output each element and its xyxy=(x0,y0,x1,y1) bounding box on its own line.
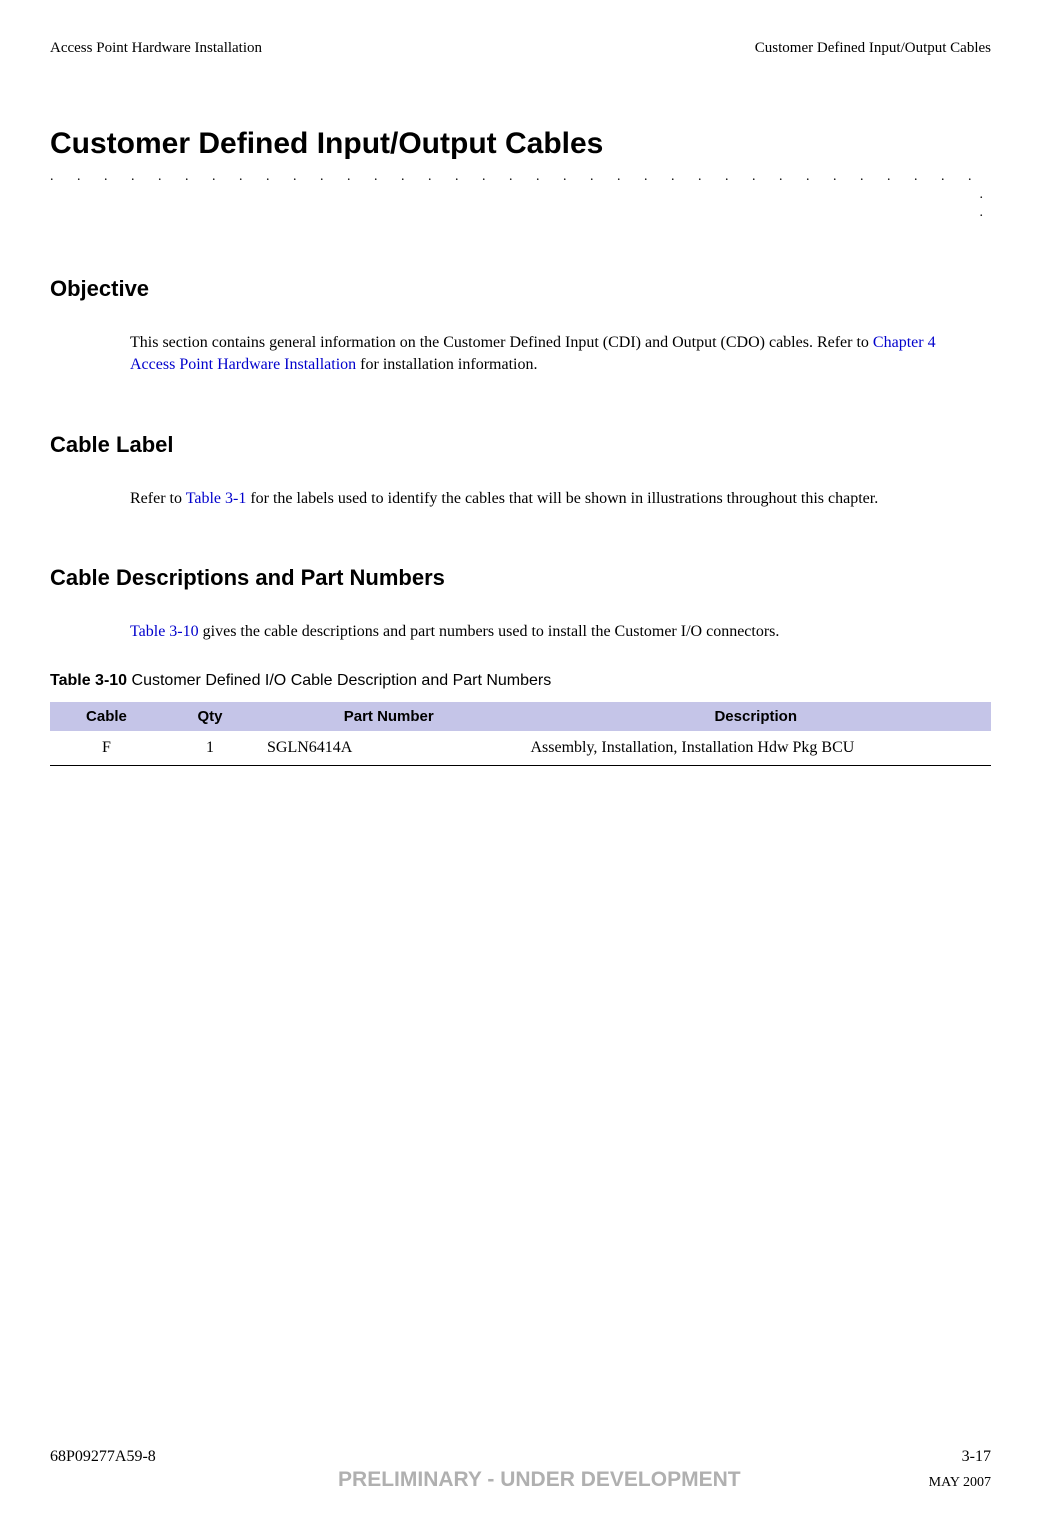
footer-watermark: PRELIMINARY - UNDER DEVELOPMENT xyxy=(338,1468,741,1492)
objective-heading: Objective xyxy=(50,276,991,302)
cable-desc-text-after: gives the cable descriptions and part nu… xyxy=(199,623,780,640)
divider-dot-right-1: . xyxy=(50,187,991,203)
cable-label-link[interactable]: Table 3-1 xyxy=(186,490,247,507)
objective-text: This section contains general informatio… xyxy=(130,332,981,377)
divider-dot-right-2: . xyxy=(50,205,991,221)
page-footer: 68P09277A59-8 3-17 PRELIMINARY - UNDER D… xyxy=(50,1448,991,1492)
col-cable: Cable xyxy=(50,702,163,731)
cell-qty: 1 xyxy=(163,731,257,766)
header-right: Customer Defined Input/Output Cables xyxy=(755,40,991,57)
cable-desc-heading: Cable Descriptions and Part Numbers xyxy=(50,565,991,591)
footer-top-row: 68P09277A59-8 3-17 xyxy=(50,1448,991,1466)
header-left: Access Point Hardware Installation xyxy=(50,40,262,57)
page-header: Access Point Hardware Installation Custo… xyxy=(50,40,991,57)
objective-text-before: This section contains general informatio… xyxy=(130,334,873,351)
table-header-row: Cable Qty Part Number Description xyxy=(50,702,991,731)
col-part-number: Part Number xyxy=(257,702,520,731)
cable-table: Cable Qty Part Number Description F 1 SG… xyxy=(50,702,991,766)
footer-date: MAY 2007 xyxy=(929,1475,991,1491)
cell-part-number: SGLN6414A xyxy=(257,731,520,766)
cable-label-text: Refer to Table 3-1 for the labels used t… xyxy=(130,488,981,510)
table-caption: Table 3-10 Customer Defined I/O Cable De… xyxy=(50,672,991,690)
objective-text-after: for installation information. xyxy=(356,356,537,373)
cable-desc-text: Table 3-10 gives the cable descriptions … xyxy=(130,621,981,643)
footer-page-number: 3-17 xyxy=(962,1448,991,1466)
cell-cable: F xyxy=(50,731,163,766)
cable-label-text-before: Refer to xyxy=(130,490,186,507)
footer-doc-number: 68P09277A59-8 xyxy=(50,1448,156,1466)
col-qty: Qty xyxy=(163,702,257,731)
table-row: F 1 SGLN6414A Assembly, Installation, In… xyxy=(50,731,991,766)
cable-desc-link[interactable]: Table 3-10 xyxy=(130,623,199,640)
cell-description: Assembly, Installation, Installation Hdw… xyxy=(520,731,991,766)
main-title: Customer Defined Input/Output Cables xyxy=(50,127,991,161)
table-caption-number: Table 3-10 xyxy=(50,672,127,689)
table-caption-title: Customer Defined I/O Cable Description a… xyxy=(127,672,551,689)
footer-bottom-row: PRELIMINARY - UNDER DEVELOPMENT MAY 2007 xyxy=(50,1468,991,1492)
cable-label-heading: Cable Label xyxy=(50,432,991,458)
cable-label-text-after: for the labels used to identify the cabl… xyxy=(246,490,878,507)
divider-dots: . . . . . . . . . . . . . . . . . . . . … xyxy=(50,169,991,185)
col-description: Description xyxy=(520,702,991,731)
